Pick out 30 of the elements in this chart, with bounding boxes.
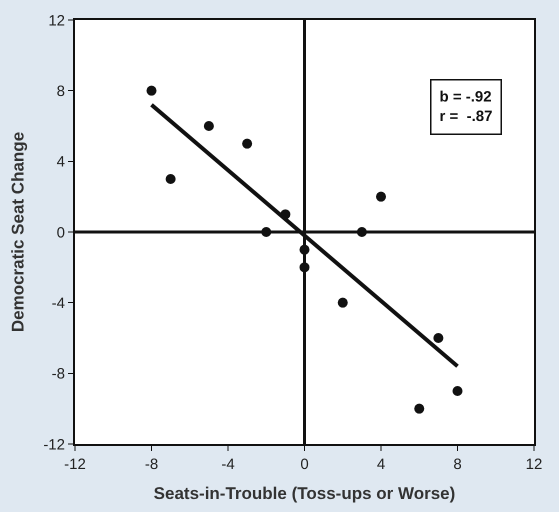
annotation: b = -.92 (440, 88, 492, 106)
point (146, 86, 156, 96)
y-axis-title: Democratic Seat Change (8, 132, 28, 332)
x-tick-label: 8 (453, 456, 462, 473)
point (300, 244, 310, 255)
y-tick-label: 4 (56, 154, 65, 171)
point (356, 227, 367, 237)
y-tick-label: -12 (43, 436, 65, 454)
point (414, 404, 424, 414)
point (452, 386, 462, 396)
y-tick-label: 8 (56, 82, 65, 100)
y-tick-label: 12 (48, 12, 65, 30)
point (433, 333, 444, 343)
point (338, 298, 348, 308)
point (261, 227, 272, 237)
y-tick-label: 0 (56, 224, 65, 242)
x-tick-label: -4 (221, 456, 235, 473)
point (242, 138, 252, 149)
x-tick-label: -8 (144, 456, 158, 473)
y-tick-label: -8 (52, 366, 65, 383)
x-tick-label: 4 (376, 456, 386, 473)
x-tick-label: 0 (300, 456, 309, 473)
x-tick-label: 12 (526, 456, 542, 473)
y-tick-label: -4 (52, 294, 65, 312)
x-axis-title: Seats-in-Trouble (Toss-ups or Worse) (154, 484, 456, 503)
point (300, 262, 310, 272)
annotation: r = -.87 (440, 108, 492, 125)
point (376, 192, 386, 202)
point (166, 174, 176, 184)
point (204, 121, 214, 131)
